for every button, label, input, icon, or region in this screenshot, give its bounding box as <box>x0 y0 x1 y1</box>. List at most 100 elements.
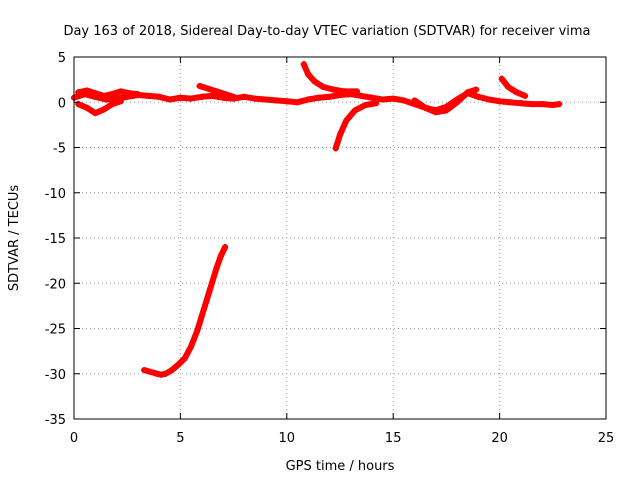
y-tick-label: -15 <box>45 232 66 247</box>
data-point <box>162 370 169 377</box>
data-point <box>262 96 269 103</box>
data-point <box>213 264 220 271</box>
x-tick-label: 15 <box>385 431 402 446</box>
y-tick-label: 0 <box>58 96 66 111</box>
data-series <box>71 61 563 378</box>
series-segment-11h-down <box>300 61 361 95</box>
data-point <box>362 101 369 108</box>
series-segment-20h <box>498 75 529 99</box>
data-point <box>294 99 301 106</box>
data-point <box>230 93 237 100</box>
data-point <box>300 61 307 68</box>
x-tick-label: 20 <box>491 431 508 446</box>
x-axis-label: GPS time / hours <box>286 459 395 474</box>
data-point <box>205 85 212 92</box>
data-point <box>343 117 350 124</box>
data-point <box>411 97 418 104</box>
data-point <box>198 93 205 100</box>
series-line <box>300 61 360 95</box>
series-segment-16-17h <box>411 86 480 116</box>
data-point <box>337 131 343 138</box>
data-point <box>168 367 175 374</box>
data-point <box>188 343 195 350</box>
data-point <box>200 306 207 313</box>
data-point <box>177 94 184 101</box>
y-tick-label: -5 <box>53 142 66 157</box>
data-point <box>109 91 116 98</box>
data-point <box>354 88 361 95</box>
data-point <box>443 107 450 114</box>
data-point <box>539 101 546 108</box>
y-tick-label: -30 <box>45 368 66 383</box>
data-point <box>305 71 312 78</box>
y-tick-label: -10 <box>45 187 66 202</box>
series-upper-branch <box>75 87 141 99</box>
data-point <box>166 96 173 103</box>
data-point <box>319 83 326 90</box>
data-point <box>475 93 482 100</box>
data-point <box>156 93 163 100</box>
data-point <box>100 106 107 113</box>
data-point <box>556 101 563 108</box>
data-point <box>400 97 407 104</box>
x-tick-label: 5 <box>176 431 184 446</box>
y-axis-label: SDTVAR / TECUs <box>7 185 22 292</box>
axis-ticks: 0 5 10 15 20 25 5 0 -5 -10 -15 -20 -25 -30 -35 <box>45 51 615 446</box>
data-point <box>528 101 535 108</box>
x-tick-label: 10 <box>279 431 296 446</box>
data-point <box>100 92 107 99</box>
data-point <box>222 91 229 98</box>
data-point <box>517 100 524 107</box>
data-point <box>332 145 339 152</box>
data-point <box>196 82 203 89</box>
data-point <box>117 98 124 105</box>
data-point <box>390 95 397 102</box>
data-point <box>507 99 514 106</box>
data-point <box>513 89 520 96</box>
data-point <box>92 90 99 97</box>
data-point <box>464 89 471 96</box>
series-lower-branch <box>75 98 124 117</box>
data-point <box>175 361 182 368</box>
data-point <box>351 107 358 114</box>
data-point <box>145 92 152 99</box>
data-point <box>305 96 312 103</box>
data-point <box>341 88 348 95</box>
data-point <box>134 91 141 98</box>
data-point <box>141 367 148 374</box>
data-point <box>83 87 90 94</box>
data-point <box>522 92 529 99</box>
data-point <box>207 285 214 292</box>
series-main-band <box>71 90 563 114</box>
data-point <box>83 104 90 111</box>
grid <box>74 57 606 419</box>
data-point <box>330 86 337 93</box>
data-point <box>496 98 503 105</box>
y-tick-label: -35 <box>45 413 66 428</box>
data-point <box>147 368 154 375</box>
data-point <box>373 100 380 107</box>
data-point <box>109 101 116 108</box>
series-line <box>498 75 529 99</box>
data-point <box>217 253 224 260</box>
y-tick-label: 5 <box>58 51 66 66</box>
data-point <box>251 95 258 102</box>
data-point <box>181 355 188 362</box>
data-point <box>92 110 99 117</box>
data-point <box>473 86 480 93</box>
y-tick-label: -20 <box>45 277 66 292</box>
data-point <box>241 93 248 100</box>
data-point <box>311 78 318 85</box>
data-point <box>213 88 220 95</box>
data-point <box>498 75 505 82</box>
data-point <box>222 244 229 251</box>
data-point <box>368 94 375 101</box>
data-point <box>273 97 280 104</box>
data-point <box>454 99 461 106</box>
data-point <box>75 89 82 96</box>
chart-title: Day 163 of 2018, Sidereal Day-to-day VTE… <box>63 24 590 39</box>
data-point <box>209 92 216 99</box>
x-tick-label: 25 <box>598 431 615 446</box>
